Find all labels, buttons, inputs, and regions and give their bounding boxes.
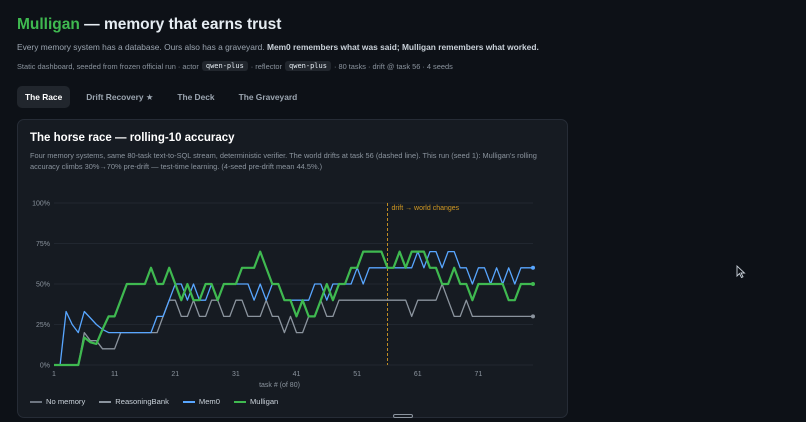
legend-label: Mulligan bbox=[249, 397, 279, 406]
y-tick-label: 25% bbox=[36, 322, 50, 329]
meta-reflector-label: · reflector bbox=[250, 61, 283, 71]
series-end-point-reasoningbank bbox=[531, 314, 535, 319]
series-end-point-mem0 bbox=[531, 265, 535, 270]
reflector-code: qwen-plus bbox=[285, 61, 331, 71]
legend-label: Mem0 bbox=[198, 397, 220, 406]
tab-the-graveyard[interactable]: The Graveyard bbox=[238, 92, 298, 102]
x-tick-label: 41 bbox=[293, 371, 301, 378]
legend-label: No memory bbox=[46, 397, 86, 406]
meta-suffix: · 80 tasks · drift @ task 56 · 4 seeds bbox=[333, 61, 453, 71]
x-tick-label: 1 bbox=[52, 371, 56, 378]
series-line-mulligan bbox=[54, 250, 533, 367]
legend-item-no-memory[interactable]: No memory bbox=[30, 397, 85, 406]
mouse-cursor-icon bbox=[736, 265, 746, 279]
legend-swatch bbox=[30, 400, 42, 403]
tagline-plain: Every memory system has a database. Ours… bbox=[17, 42, 267, 52]
tagline-bold: Mem0 remembers what was said; Mulligan r… bbox=[266, 42, 539, 52]
legend-swatch bbox=[99, 400, 112, 403]
page-title: Mulligan — memory that earns trust bbox=[17, 14, 806, 36]
brand-name: Mulligan bbox=[17, 16, 80, 33]
x-tick-label: 21 bbox=[171, 371, 179, 378]
x-tick-label: 51 bbox=[353, 371, 361, 378]
tab-the-deck[interactable]: The Deck bbox=[177, 92, 215, 102]
tagline: Every memory system has a database. Ours… bbox=[17, 42, 806, 52]
x-tick-label: 61 bbox=[414, 371, 422, 378]
y-tick-label: 0% bbox=[40, 363, 50, 370]
x-tick-label: 11 bbox=[111, 371, 118, 378]
x-tick-label: 31 bbox=[232, 371, 240, 378]
meta-prefix: Static dashboard, seeded from frozen off… bbox=[17, 61, 199, 71]
chart-legend: No memory ReasoningBank Mem0 Mulligan bbox=[30, 397, 278, 406]
tab-bar: The Race Drift Recovery ★ The Deck The G… bbox=[17, 86, 305, 108]
series-line-mem0 bbox=[54, 250, 533, 366]
legend-label: ReasoningBank bbox=[115, 397, 169, 406]
chart-description: Four memory systems, same 80-task text-t… bbox=[30, 151, 537, 171]
legend-swatch bbox=[182, 400, 195, 403]
legend-item-reasoningbank[interactable]: ReasoningBank bbox=[99, 397, 169, 406]
page-title-rest: — memory that earns trust bbox=[79, 16, 282, 33]
series-end-point-mulligan bbox=[531, 282, 535, 286]
chart-title: The horse race — rolling-10 accuracy bbox=[30, 132, 235, 144]
tab-drift-recovery[interactable]: Drift Recovery ★ bbox=[86, 92, 154, 102]
legend-item-mem0[interactable]: Mem0 bbox=[182, 397, 220, 406]
x-tick-label: 71 bbox=[475, 371, 483, 378]
x-axis-label: task # (of 80) bbox=[259, 382, 300, 389]
tab-the-race[interactable]: The Race bbox=[17, 86, 71, 108]
y-tick-label: 100% bbox=[32, 201, 50, 208]
y-tick-label: 75% bbox=[36, 241, 50, 248]
legend-item-mulligan[interactable]: Mulligan bbox=[233, 397, 279, 406]
scroll-handle[interactable] bbox=[393, 414, 413, 418]
drift-annotation: drift → world changes bbox=[391, 205, 459, 212]
chart-card: 0% 25% 50% 75% 100% 1 11 21 31 41 51 61 71 task # (of… bbox=[17, 119, 568, 418]
run-meta: Static dashboard, seeded from frozen off… bbox=[17, 61, 806, 71]
actor-code: qwen-plus bbox=[201, 61, 248, 71]
y-tick-label: 50% bbox=[36, 282, 50, 289]
legend-swatch bbox=[233, 400, 246, 403]
